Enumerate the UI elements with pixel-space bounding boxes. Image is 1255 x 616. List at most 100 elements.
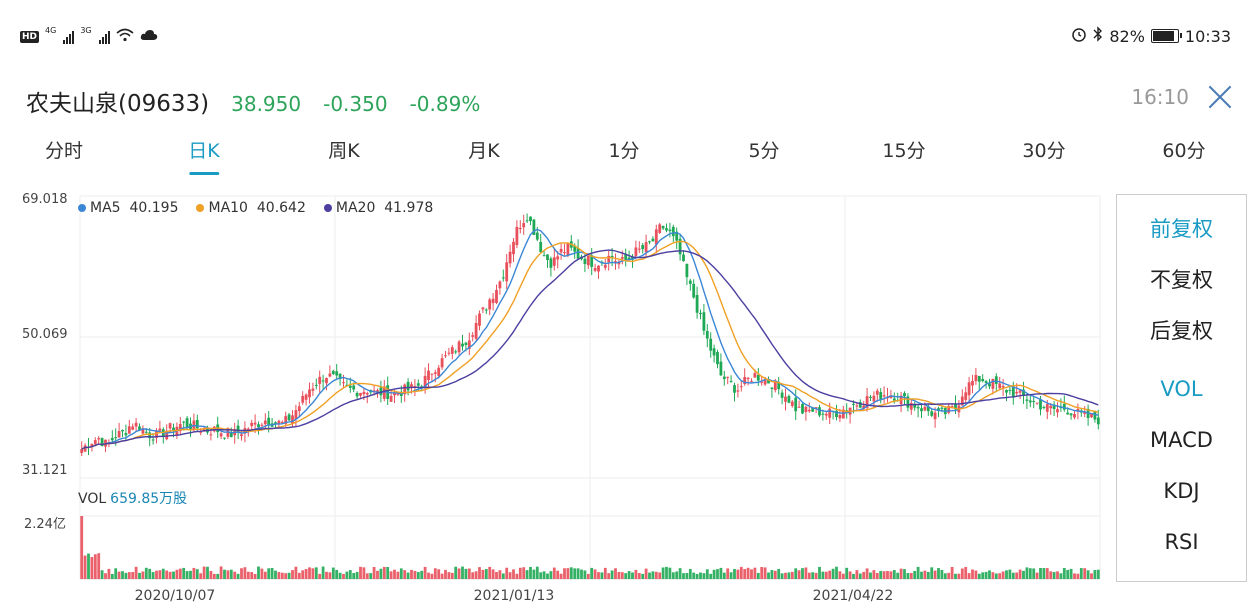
volume-bar (352, 573, 356, 579)
volume-bar (709, 573, 713, 579)
volume-bar (685, 572, 689, 579)
tab-daily-k[interactable]: 日K (188, 136, 219, 163)
volume-bar (889, 571, 893, 579)
volume-bar (450, 572, 454, 579)
volume-bar (719, 567, 723, 579)
candle-body (716, 352, 719, 365)
candle-body (172, 427, 175, 431)
ma20-line (81, 249, 1099, 450)
volume-bar (610, 570, 614, 579)
tab-1min[interactable]: 1分 (608, 140, 640, 162)
kline-svg[interactable] (0, 186, 1110, 616)
volume-bar (141, 571, 145, 579)
volume-bar (508, 572, 512, 579)
candle-body (525, 220, 529, 222)
candle-body (767, 379, 770, 384)
candle-body (495, 289, 498, 303)
status-left: HD 4G 3G (20, 26, 158, 45)
tab-60min[interactable]: 60分 (1162, 140, 1206, 162)
side-item-macd[interactable]: MACD (1150, 428, 1213, 452)
tab-weekly-k[interactable]: 周K (328, 140, 360, 162)
volume-bar (427, 572, 430, 579)
volume-bar (379, 568, 383, 579)
volume-bar (121, 571, 124, 579)
candle-body (461, 343, 464, 347)
candle-body (1018, 390, 1022, 393)
tab-timeshare[interactable]: 分时 (44, 140, 84, 162)
volume-bar (804, 567, 808, 579)
volume-bar (393, 569, 396, 579)
candle-body (994, 376, 998, 384)
volume-bar (335, 569, 339, 579)
volume-bar (444, 569, 447, 579)
period-tabs: 分时 日K 周K 月K 1分 5分 15分 30分 60分 (0, 136, 1255, 180)
candle-body (712, 348, 716, 356)
volume-bar (372, 566, 376, 579)
candle-body (593, 268, 597, 271)
side-item-no-adjust[interactable]: 不复权 (1150, 268, 1213, 292)
kline-chart[interactable] (0, 186, 1110, 616)
side-item-vol[interactable]: VOL (1160, 377, 1203, 401)
volume-bar (801, 568, 804, 579)
volume-bar (1090, 573, 1093, 579)
volume-bar (433, 568, 437, 579)
candle-body (321, 380, 325, 382)
ma10-value: 40.642 (256, 200, 306, 216)
candle-body (1093, 410, 1097, 420)
candle-body (100, 438, 104, 447)
tab-30min[interactable]: 30分 (1022, 140, 1066, 162)
volume-bar (753, 567, 757, 579)
ma10-label: MA10 (208, 200, 248, 216)
candle-body (998, 383, 1002, 389)
vol-value: 659.85万股 (110, 491, 188, 507)
volume-bar (580, 569, 583, 579)
candle-body (882, 395, 886, 397)
side-item-back-adjust[interactable]: 后复权 (1150, 319, 1213, 343)
tab-15min[interactable]: 15分 (882, 140, 926, 162)
candle-body (396, 393, 400, 395)
volume-bar (821, 571, 825, 579)
tab-5min[interactable]: 5分 (748, 140, 780, 162)
side-item-rsi[interactable]: RSI (1164, 530, 1199, 554)
volume-bar (722, 572, 726, 579)
close-icon[interactable] (1207, 84, 1233, 110)
alarm-icon (1071, 26, 1087, 46)
candle-body (403, 384, 407, 395)
volume-bar (97, 553, 101, 579)
volume-bar (260, 568, 264, 579)
volume-bar (845, 567, 849, 579)
candle-body (746, 377, 750, 380)
volume-bar (794, 568, 798, 579)
candle-body (311, 388, 315, 391)
candle-body (342, 382, 345, 384)
candle-body (274, 422, 277, 424)
candle-body (522, 223, 526, 228)
candle-body (651, 238, 655, 242)
volume-bar (620, 572, 624, 579)
volume-bar (705, 569, 709, 579)
volume-bar (287, 572, 291, 579)
candle-body (532, 219, 536, 235)
volume-bar (117, 571, 121, 579)
candle-body (1035, 402, 1039, 404)
candle-body (535, 232, 539, 240)
volume-bar (637, 572, 641, 579)
volume-bar (229, 569, 233, 579)
candle-body (692, 283, 696, 298)
side-item-forward-adjust[interactable]: 前复权 (1150, 217, 1213, 241)
volume-bar (325, 571, 328, 579)
candle-body (124, 433, 128, 436)
candle-body (926, 406, 930, 412)
candle-body (447, 352, 451, 354)
side-item-kdj[interactable]: KDJ (1163, 479, 1200, 503)
volume-bar (491, 569, 495, 579)
candle-body (838, 415, 842, 419)
volume-bar (539, 572, 543, 579)
candle-body (80, 449, 84, 453)
volume-bar (454, 566, 458, 579)
volume-bar (1062, 567, 1066, 579)
volume-bar (872, 570, 876, 579)
tab-monthly-k[interactable]: 月K (468, 140, 500, 162)
volume-bar (294, 566, 298, 579)
volume-bar (1015, 572, 1019, 579)
